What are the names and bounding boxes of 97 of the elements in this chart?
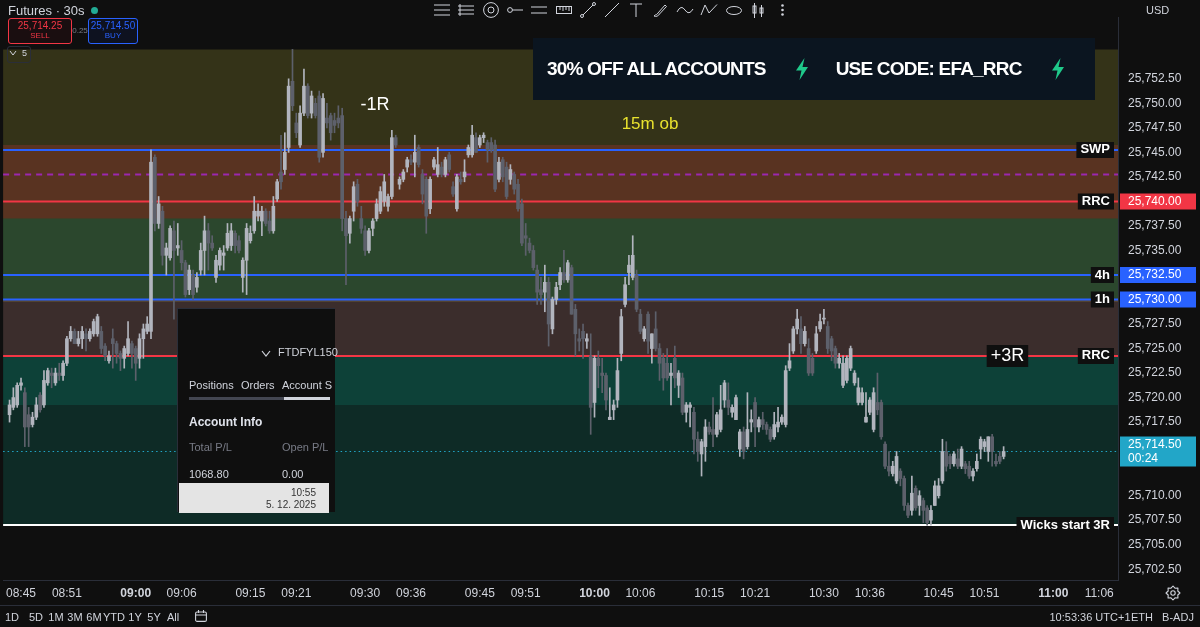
chart-title: Futures · 30s (8, 3, 85, 18)
y-tick-label: 25,747.50 (1128, 120, 1182, 135)
ref-line-label: RRC (1081, 347, 1111, 363)
text: 5Y (147, 611, 161, 625)
candlestick (325, 103, 329, 129)
y-tick-label: 25,710.00 (1128, 487, 1182, 502)
annotation: SELL (30, 31, 50, 41)
x-tick-label: 10:00 (579, 585, 611, 600)
x-tick-label: 10:51 (969, 585, 1000, 600)
y-tick-label: 25,702.50 (1128, 561, 1182, 576)
text: 1M (48, 611, 64, 625)
x-tick-label: 09:06 (166, 585, 197, 600)
ref-line-label: 4h (1094, 266, 1111, 282)
ref-line-label: SWP (1080, 141, 1111, 157)
annotation: 25,714.25 (17, 20, 63, 32)
annotation: 5 (22, 48, 28, 59)
annotation: Positions (189, 379, 234, 393)
candlestick (585, 333, 589, 349)
candlestick (711, 397, 715, 447)
y-tick-label: 25,745.00 (1128, 144, 1182, 159)
annotation: 5. 12. 2025 (265, 499, 316, 511)
text: 10:53:36 UTC+1 (1049, 611, 1131, 625)
ref-line-label: RRC (1081, 192, 1111, 208)
text: 6M (86, 611, 102, 625)
x-tick-label: 10:15 (694, 585, 725, 600)
text: 5D (28, 611, 44, 625)
annotation: 10:55 (290, 487, 316, 499)
x-tick-label: 09:51 (510, 585, 542, 600)
candlestick (688, 402, 692, 428)
x-tick-label: 09:15 (235, 585, 266, 600)
x-tick-label: 08:51 (51, 585, 83, 600)
candlestick (607, 387, 612, 420)
annotation: Open P/L (282, 441, 329, 455)
annotation: 25,714.50 (90, 20, 136, 32)
ref-line-label: 1h (1094, 291, 1111, 307)
x-tick-label: 10:36 (854, 585, 886, 600)
text: 1Y (128, 611, 142, 625)
text: 1D (4, 611, 20, 625)
y-tick-label: 25,752.50 (1128, 71, 1182, 86)
x-tick-label: 10:30 (808, 585, 840, 600)
annotation: 15m ob (621, 114, 679, 135)
ref-line-label: Wicks start 3R (1020, 516, 1111, 532)
y-tick-label: 25,707.50 (1128, 512, 1182, 527)
candlestick (458, 171, 463, 185)
candlestick (669, 362, 673, 406)
annotation: -1R (360, 94, 390, 116)
annotation: Total P/L (189, 441, 232, 455)
text: Account Info (189, 415, 263, 430)
promo-banner: 30% OFF ALL ACCOUNTS USE CODE: EFA_RRC (533, 38, 1095, 100)
y-tick-label: 25,705.00 (1128, 537, 1182, 551)
annotation: 30% OFF ALL ACCOUNTS (547, 58, 766, 80)
candlestick (596, 350, 601, 389)
y-tick-label: 25,722.50 (1128, 365, 1182, 380)
annotation: Orders (241, 379, 275, 393)
y-tick-label: 25,750.00 (1128, 95, 1182, 110)
x-tick-label: 09:21 (281, 585, 312, 600)
candlestick (864, 392, 868, 423)
x-tick-label: 10:21 (740, 585, 771, 600)
text: YTD (103, 611, 125, 625)
y-tick-label: 25,714.50 00:24 (1128, 436, 1182, 465)
x-tick-label: 11:06 (1084, 585, 1115, 600)
y-tick-label: 25,740.00 (1128, 193, 1182, 208)
annotation: +3R (990, 344, 1025, 365)
candlestick (562, 250, 566, 283)
y-tick-label: 25,737.50 (1128, 218, 1182, 233)
candlestick (172, 220, 176, 320)
text: B-ADJ (1162, 611, 1194, 625)
candlestick (581, 323, 585, 359)
y-tick-label: 25,725.00 (1128, 340, 1182, 355)
y-tick-label: 25,727.50 (1128, 316, 1182, 331)
x-tick-label: 11:00 (1038, 585, 1069, 600)
y-tick-label: 25,730.00 (1128, 291, 1182, 306)
x-tick-label: 09:36 (395, 585, 427, 600)
x-tick-label: 09:00 (120, 585, 152, 600)
candlestick (175, 223, 180, 256)
annotation: 0.25 (72, 26, 88, 36)
y-axis-title: USD (1146, 4, 1170, 18)
annotation: BUY (104, 31, 122, 41)
text: 3M (67, 611, 83, 625)
candlestick (279, 134, 283, 190)
annotation: 0.00 (282, 468, 304, 482)
y-tick-label: 25,742.50 (1128, 169, 1182, 184)
text: All (166, 611, 180, 625)
y-tick-label: 25,735.00 (1128, 242, 1182, 257)
x-tick-label: 09:30 (350, 585, 381, 600)
x-tick-label: 09:45 (464, 585, 496, 600)
x-tick-label: 10:45 (923, 585, 954, 600)
annotation: FTDFYL150 (278, 346, 338, 360)
annotation: 1068.80 (189, 468, 229, 482)
annotation: USE CODE: EFA_RRC (835, 58, 1022, 80)
text: ETH (1131, 611, 1153, 625)
y-tick-label: 25,732.50 (1128, 267, 1182, 282)
y-tick-label: 25,720.00 (1128, 389, 1182, 404)
annotation: Account S (282, 379, 333, 393)
x-tick-label: 08:45 (6, 585, 37, 600)
y-tick-label: 25,717.50 (1128, 414, 1182, 429)
x-tick-label: 10:06 (625, 585, 656, 600)
